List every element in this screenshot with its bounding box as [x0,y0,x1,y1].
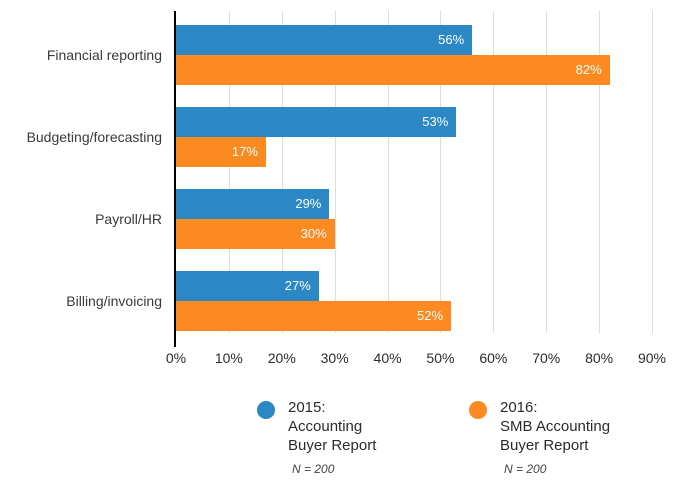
legend-dot-2016 [469,401,487,419]
x-tick-label: 40% [373,350,402,366]
x-tick-label: 0% [165,350,187,366]
x-tick-label: 30% [320,350,349,366]
plot-area: 56% 82% 53% 17% 29% 30% 27% 52% [176,11,653,333]
category-label: Budgeting/forecasting [26,129,162,145]
legend-label-2015: 2015: Accounting Buyer Report [288,399,377,454]
gridline [440,11,442,333]
bar-series-1-financial-reporting: 82% [176,55,610,85]
gridline [546,11,548,333]
x-tick-label: 10% [214,350,243,366]
gridline [281,11,283,333]
legend-label-2016: 2016: SMB Accounting Buyer Report [500,399,611,454]
gridline [599,11,601,333]
category-label: Financial reporting [46,47,162,63]
gridline [334,11,336,333]
category-label: Billing/invoicing [66,293,162,309]
bar-series-1-payroll-hr: 30% [176,219,335,249]
x-tick-label: 20% [267,350,296,366]
bar-series-0-financial-reporting: 56% [176,25,473,55]
bar-value-label: 17% [231,144,258,159]
bar-value-label: 53% [422,114,449,129]
legend-note-2015: N = 200 [292,462,335,476]
legend-note-2016: N = 200 [504,462,547,476]
bar-value-label: 52% [416,308,444,323]
x-tick-label: 90% [637,350,667,366]
gridline [652,11,653,333]
x-tick-label: 70% [532,350,561,366]
bar-series-0-payroll-hr: 29% [176,189,330,219]
bar-series-0-billing-invoicing: 27% [176,271,319,301]
bar-series-1-billing-invoicing: 52% [176,301,452,331]
bar-value-label: 27% [284,278,311,293]
legend-entry-2016: 2016: SMB Accounting Buyer Report N = 20… [469,398,610,476]
gridline [228,11,230,333]
legend-text-2016: 2016: SMB Accounting Buyer Report N = 20… [500,398,610,476]
x-tick-label: 50% [426,350,455,366]
bar-value-label: 82% [575,62,602,77]
bar-value-label: 30% [300,226,327,241]
legend-text-2015: 2015: Accounting Buyer Report N = 200 [288,398,376,476]
gridline [387,11,389,333]
gridline [493,11,495,333]
legend-dot-2015 [257,401,275,419]
bar-series-0-budgeting-forecasting: 53% [176,107,457,137]
y-axis-line [174,11,176,347]
legend: 2015: Accounting Buyer Report N = 200 20… [0,398,675,492]
legend-entry-2015: 2015: Accounting Buyer Report N = 200 [257,398,376,476]
category-label: Payroll/HR [95,211,162,227]
bar-series-1-budgeting-forecasting: 17% [176,137,266,167]
x-tick-label: 60% [479,350,508,366]
bar-value-label: 29% [295,196,322,211]
bar-value-label: 56% [438,32,465,47]
x-tick-label: 80% [585,350,614,366]
